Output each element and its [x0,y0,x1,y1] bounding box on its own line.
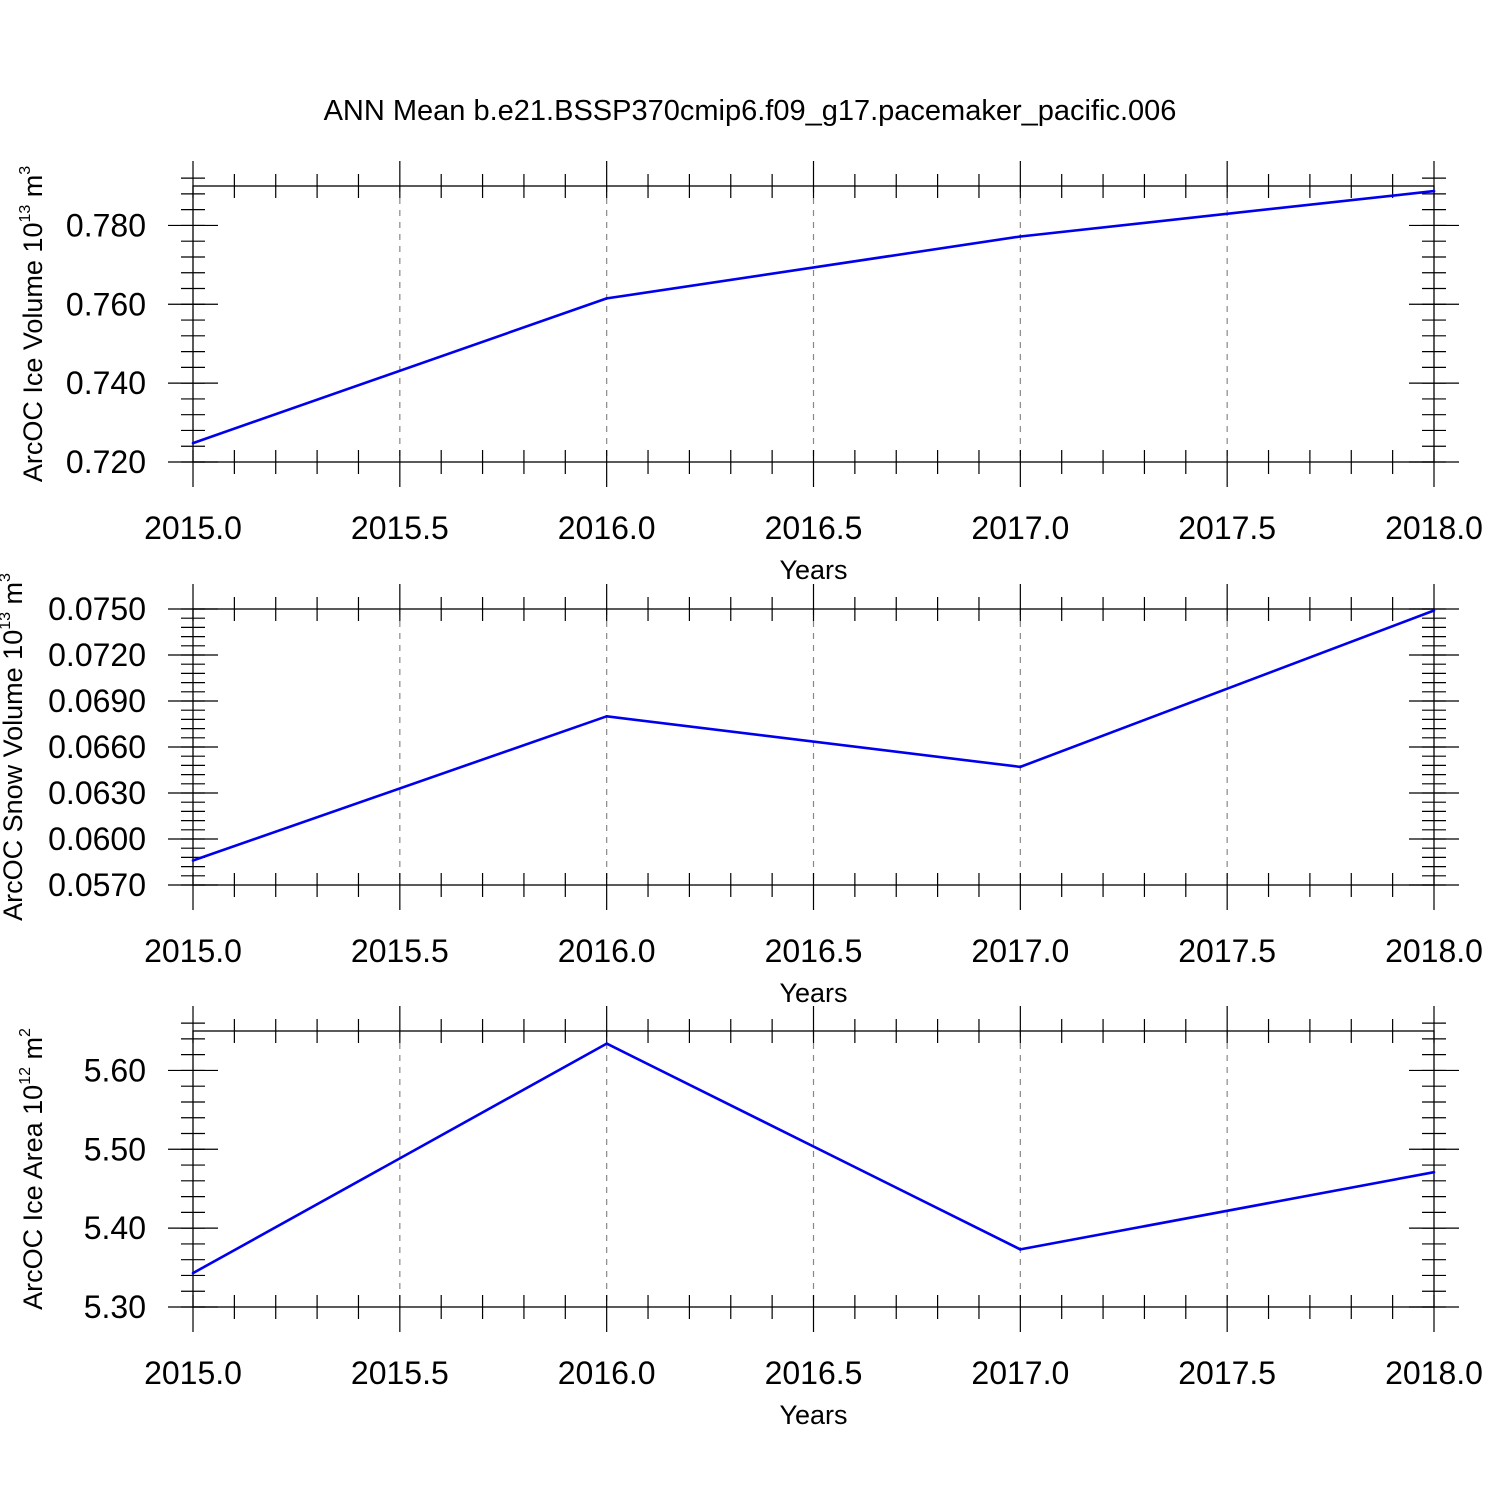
y-axis-label-text: ArcOC Snow Volume 10 [0,630,28,921]
y-axis-label-text: m [0,582,28,612]
y-ticks [168,1022,1459,1308]
x-tick-label: 2016.5 [765,933,863,969]
x-tick-label: 2018.0 [1385,1355,1483,1391]
x-tick-label: 2016.5 [765,1355,863,1391]
y-tick-label: 5.30 [84,1289,146,1325]
y-tick-label: 0.0630 [48,775,146,811]
x-axis-label: Years [779,978,847,1008]
x-tick-label: 2018.0 [1385,933,1483,969]
y-tick-label: 0.0690 [48,683,146,719]
x-ticks [192,1006,1435,1332]
data-line [192,189,1435,445]
x-ticks [192,161,1435,487]
y-tick-label: 0.740 [66,365,146,401]
data-point [1432,1170,1436,1174]
figure-title: ANN Mean b.e21.BSSP370cmip6.f09_g17.pace… [324,95,1177,127]
x-tick-label: 2015.0 [144,1355,242,1391]
x-tick-label: 2016.0 [558,933,656,969]
data-point [605,297,608,300]
y-tick-label: 0.0720 [48,637,146,673]
y-ticks [168,608,1459,886]
y-axis-label-text: ArcOC Ice Volume 10 [18,223,48,483]
x-tick-label: 2016.5 [765,510,863,546]
y-axis-label: ArcOC Ice Area 1012 m2 [17,1028,48,1310]
y-tick-label: 0.0750 [48,591,146,627]
x-tick-label: 2017.5 [1178,510,1276,546]
x-tick-label: 2017.0 [971,1355,1069,1391]
y-tick-label: 0.720 [66,444,146,480]
y-axis-label-superscript: 3 [0,573,14,582]
data-point [191,1271,195,1275]
panel-1: 2015.0 2015.5 2016.0 2016.5 2017.0 2017.5 2018… [17,161,1483,585]
x-axis-label: Years [779,1400,847,1430]
y-tick-label: 5.60 [84,1052,146,1088]
x-tick-label: 2015.5 [351,510,449,546]
x-tick-label: 2015.5 [351,1355,449,1391]
y-tick-label: 0.780 [66,207,146,243]
y-axis-label-superscript: 13 [17,205,34,223]
x-ticks [192,584,1435,910]
data-point [1019,235,1022,238]
y-tick-label: 0.0660 [48,729,146,765]
y-tick-label: 0.0570 [48,867,146,903]
x-tick-label: 2015.5 [351,933,449,969]
y-axis-label: ArcOC Ice Volume 1013 m3 [17,166,48,482]
data-point [605,715,608,718]
x-tick-label: 2016.0 [558,1355,656,1391]
y-tick-label: 0.0600 [48,821,146,857]
y-axis-label-superscript: 13 [0,612,14,630]
x-tick-label: 2017.5 [1178,933,1276,969]
y-axis-label-superscript: 3 [17,166,34,175]
data-point [191,441,195,445]
y-axis-label-superscript: 12 [17,1067,34,1085]
y-axis-label-superscript: 2 [17,1028,34,1037]
data-point [1019,765,1022,769]
data-line [192,1042,1435,1275]
x-tick-label: 2015.0 [144,510,242,546]
x-tick-label: 2018.0 [1385,510,1483,546]
panel-3: 2015.0 2015.5 2016.0 2016.5 2017.0 2017.5 2018… [17,1006,1483,1430]
y-tick-label: 5.40 [84,1210,146,1246]
y-tick-label: 5.50 [84,1131,146,1167]
y-axis-label-text: m [18,1037,48,1067]
x-tick-label: 2017.0 [971,510,1069,546]
data-point [191,859,195,862]
x-tick-label: 2017.0 [971,933,1069,969]
y-axis-label: ArcOC Snow Volume 1013 m3 [0,573,28,921]
data-point [605,1042,608,1045]
y-ticks [168,177,1459,463]
y-axis-label-text: ArcOC Ice Area 10 [18,1085,48,1310]
x-tick-label: 2015.0 [144,933,242,969]
x-axis-label: Years [779,555,847,585]
x-tick-label: 2016.0 [558,510,656,546]
y-tick-label: 0.760 [66,286,146,322]
x-tick-label: 2017.5 [1178,1355,1276,1391]
data-point [1019,1248,1022,1251]
data-line [192,609,1435,862]
data-point [1432,609,1436,612]
y-axis-label-text: m [18,175,48,205]
panel-2: 2015.0 2015.5 2016.0 2016.5 2017.0 2017.5 2018… [0,573,1483,1008]
panels: 2015.0 2015.5 2016.0 2016.5 2017.0 2017.5 2018… [0,161,1483,1430]
data-point [1432,189,1436,193]
